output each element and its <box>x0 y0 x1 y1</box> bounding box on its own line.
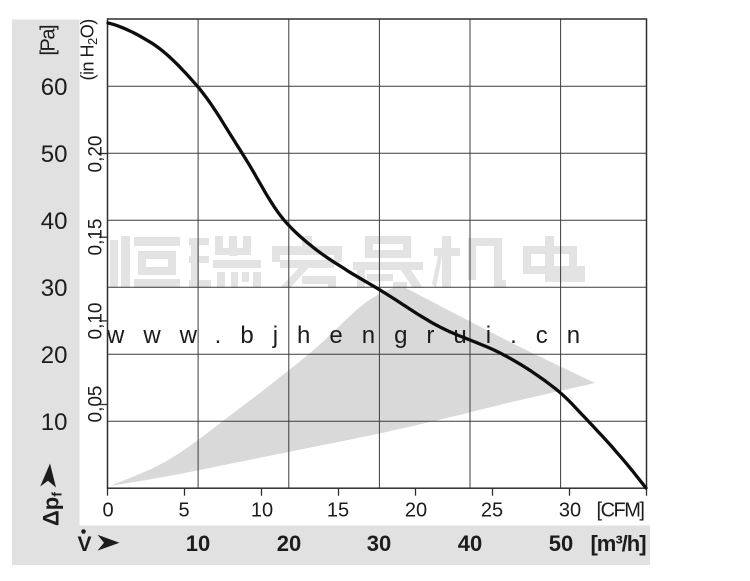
svg-text:20: 20 <box>277 531 301 556</box>
svg-text:(in H2O): (in H2O) <box>78 19 101 80</box>
svg-text:[CFM]: [CFM] <box>597 500 645 522</box>
svg-text:10: 10 <box>251 500 273 522</box>
svg-text:0,15: 0,15 <box>86 219 107 256</box>
svg-text:20: 20 <box>405 500 427 522</box>
svg-text:[m³/h]: [m³/h] <box>590 531 646 556</box>
svg-text:[Pa]: [Pa] <box>38 25 60 56</box>
svg-text:40: 40 <box>41 208 68 235</box>
svg-text:5: 5 <box>178 500 189 522</box>
svg-text:0,05: 0,05 <box>86 386 107 423</box>
svg-text:30: 30 <box>559 500 581 522</box>
svg-text:50: 50 <box>549 531 573 556</box>
svg-text:25: 25 <box>481 500 503 522</box>
svg-text:Δpf: Δpf <box>39 492 65 526</box>
svg-text:V: V <box>78 533 92 556</box>
svg-text:50: 50 <box>41 141 68 168</box>
svg-text:15: 15 <box>327 500 349 522</box>
svg-text:30: 30 <box>41 275 68 302</box>
svg-text:60: 60 <box>41 74 68 101</box>
svg-text:30: 30 <box>367 531 391 556</box>
svg-text:0,20: 0,20 <box>86 136 107 173</box>
svg-text:10: 10 <box>41 409 68 436</box>
svg-text:40: 40 <box>458 531 482 556</box>
svg-text:20: 20 <box>41 342 68 369</box>
svg-text:0,10: 0,10 <box>86 303 107 340</box>
svg-text:0: 0 <box>102 500 113 522</box>
svg-text:10: 10 <box>186 531 210 556</box>
svg-text:www.bjhengrui.cn: www.bjhengrui.cn <box>106 322 599 349</box>
